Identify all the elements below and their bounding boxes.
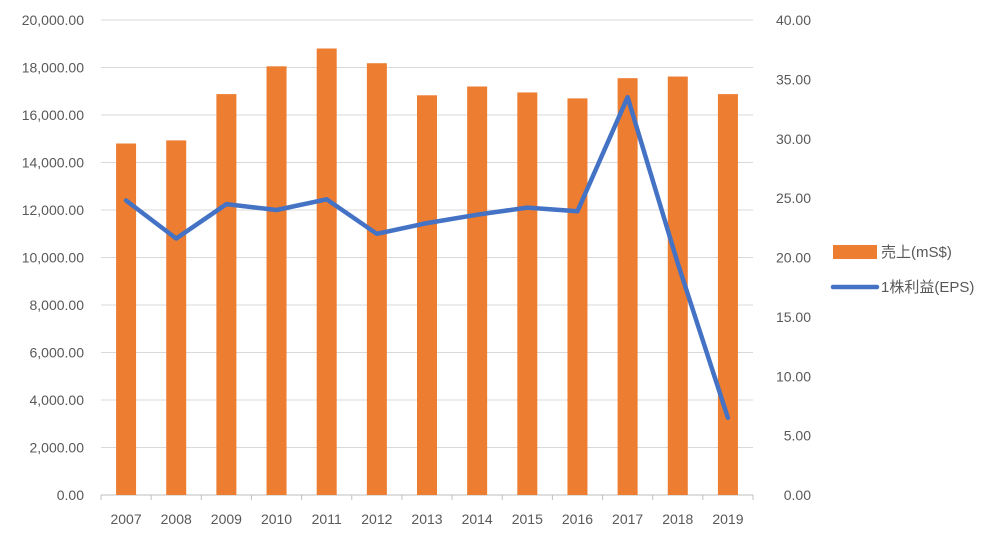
bar-sales <box>617 78 638 495</box>
bar-sales <box>366 63 387 495</box>
right-axis-tick-label: 30.00 <box>776 131 811 147</box>
bar-sales <box>216 94 237 495</box>
x-axis-tick-label: 2018 <box>662 511 693 527</box>
bar-sales <box>517 92 538 495</box>
right-axis-tick-label: 20.00 <box>776 250 811 266</box>
x-axis-tick-label: 2017 <box>612 511 643 527</box>
left-axis-tick-label: 20,000.00 <box>22 12 84 28</box>
legend-label-sales: 売上(mS$) <box>881 244 952 261</box>
line-eps <box>123 94 731 421</box>
bar-sales <box>116 143 137 495</box>
left-axis-tick-label: 10,000.00 <box>22 250 84 266</box>
bar-sales <box>467 86 488 495</box>
x-axis-tick-label: 2011 <box>312 511 342 527</box>
x-axis-tick-label: 2014 <box>462 511 493 527</box>
x-axis-tick-label: 2009 <box>211 511 242 527</box>
line-series <box>123 94 731 421</box>
bar-series <box>116 48 738 496</box>
left-axis-tick-label: 4,000.00 <box>30 392 85 408</box>
bar-sales <box>316 48 337 495</box>
right-axis-tick-label: 15.00 <box>776 309 811 325</box>
x-axis-tick-label: 2019 <box>712 511 743 527</box>
left-axis-tick-label: 2,000.00 <box>30 440 85 456</box>
legend: 売上(mS$) 1株利益(EPS) <box>830 244 974 296</box>
x-axis-tick-label: 2013 <box>411 511 442 527</box>
right-axis-tick-label: 40.00 <box>776 12 811 28</box>
left-axis-tick-label: 14,000.00 <box>22 155 84 171</box>
x-axis-tick-label: 2008 <box>161 511 192 527</box>
axes: 0.00 2,000.00 4,000.00 6,000.00 8,000.00 10,0… <box>22 12 812 527</box>
x-axis-tick-label: 2012 <box>361 511 392 527</box>
left-axis-tick-label: 8,000.00 <box>30 297 85 313</box>
bar-sales <box>166 140 187 495</box>
left-axis-tick-label: 0.00 <box>57 487 84 503</box>
bar-sales <box>417 95 437 495</box>
right-axis-tick-label: 35.00 <box>776 71 811 87</box>
x-axis-tick-label: 2016 <box>562 511 593 527</box>
left-axis-tick-label: 6,000.00 <box>30 345 85 361</box>
right-axis-tick-label: 5.00 <box>784 428 811 444</box>
bar-sales <box>567 98 588 495</box>
right-axis-tick-label: 0.00 <box>784 487 811 503</box>
right-axis-tick-label: 10.00 <box>776 368 811 384</box>
legend-swatch-sales <box>833 245 877 259</box>
left-axis-tick-label: 12,000.00 <box>22 202 84 218</box>
x-axis-tick-label: 2010 <box>261 511 292 527</box>
legend-label-eps: 1株利益(EPS) <box>881 279 974 296</box>
left-axis-tick-label: 18,000.00 <box>22 60 84 76</box>
bar-sales <box>667 76 688 496</box>
bar-sales <box>266 66 287 495</box>
x-axis-tick-label: 2007 <box>110 511 141 527</box>
left-axis-tick-label: 16,000.00 <box>22 107 84 123</box>
right-axis-tick-label: 25.00 <box>776 190 811 206</box>
bar-sales <box>717 94 738 495</box>
x-axis-tick-label: 2015 <box>512 511 543 527</box>
